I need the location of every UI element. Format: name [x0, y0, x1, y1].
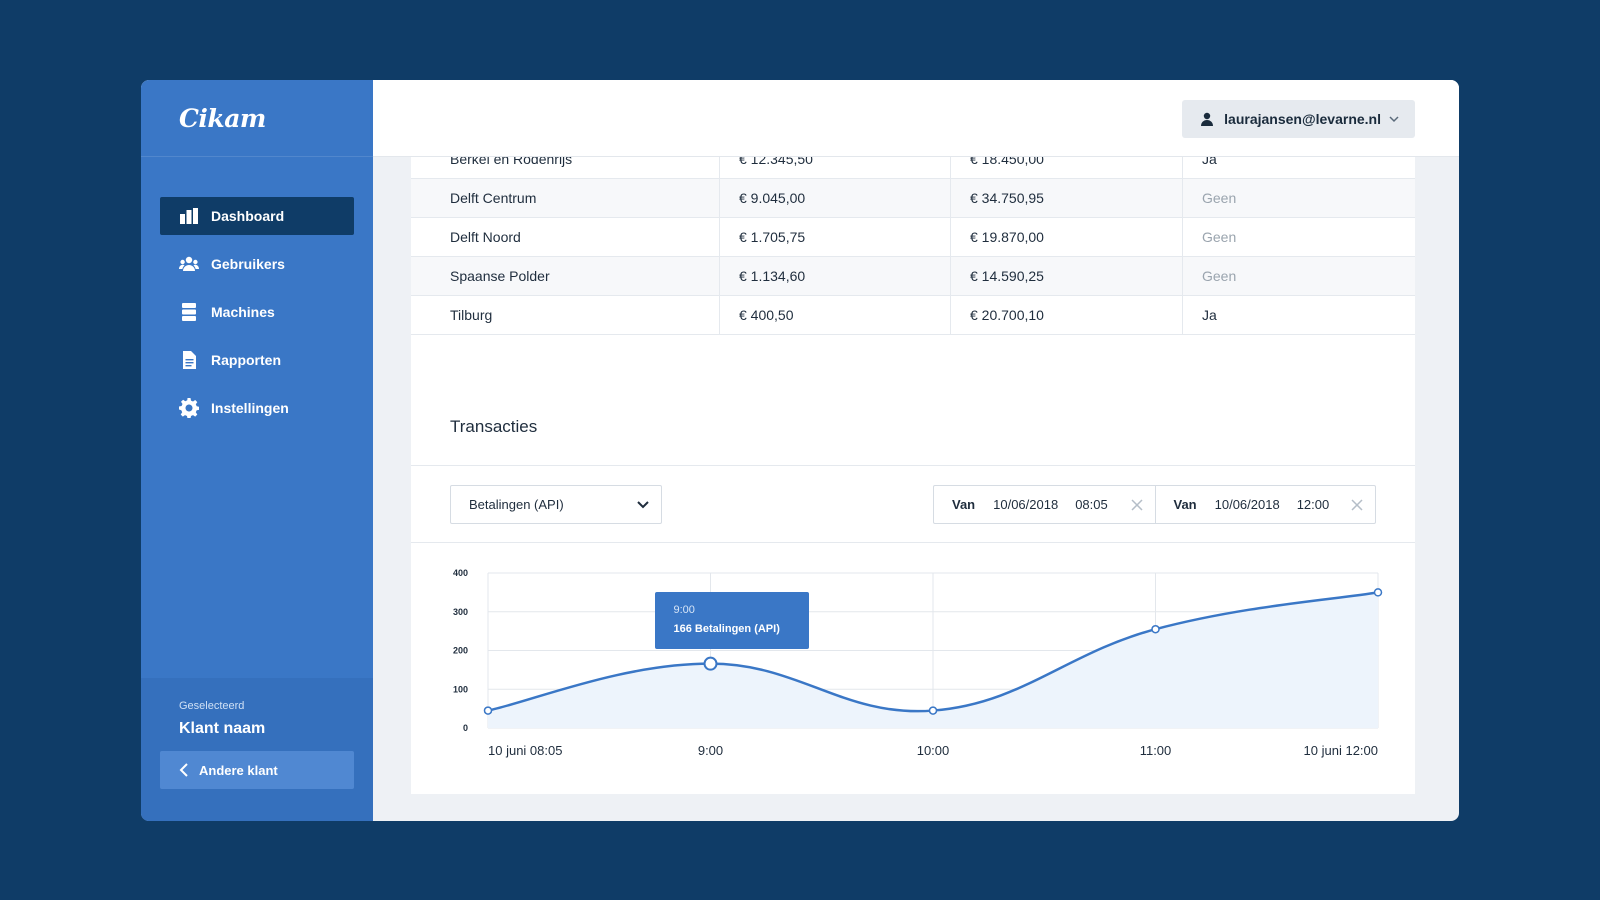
x-tick-label: 10:00	[917, 743, 950, 758]
table-row[interactable]: Delft Centrum € 9.045,00 € 34.750,95 Gee…	[411, 179, 1415, 218]
x-tick-label: 9:00	[698, 743, 723, 758]
table-cell: € 19.870,00	[951, 218, 1183, 256]
clear-to-icon[interactable]	[1351, 499, 1363, 511]
series-area	[488, 592, 1378, 728]
table-cell: Spaanse Polder	[411, 257, 720, 295]
table-cell: € 1.134,60	[720, 257, 951, 295]
x-tick-label: 11:00	[1140, 743, 1172, 758]
sidebar-item-label: Machines	[211, 304, 275, 320]
top-bar: laurajansen@levarne.nl	[373, 80, 1459, 157]
other-client-label: Andere klant	[199, 762, 278, 778]
sidebar-item-label: Instellingen	[211, 400, 289, 416]
logo-area: Cikam	[141, 80, 373, 157]
sidebar: Cikam Dashboard Gebruikers Machines	[141, 80, 373, 821]
chevron-left-icon	[179, 763, 188, 777]
series-select-value: Betalingen (API)	[469, 497, 564, 512]
other-client-button[interactable]: Andere klant	[160, 751, 354, 789]
date-from-field[interactable]: Van 10/06/2018 08:05	[934, 486, 1155, 523]
locations-table: Berkel en Rodenrijs € 12.345,50 € 18.450…	[411, 140, 1415, 449]
y-tick-label: 200	[453, 646, 468, 656]
transactions-card: Transacties Betalingen (API) Van 10/06/2…	[411, 389, 1415, 794]
y-tick-label: 300	[453, 607, 468, 617]
table-row[interactable]: Spaanse Polder € 1.134,60 € 14.590,25 Ge…	[411, 257, 1415, 296]
y-tick-label: 100	[453, 684, 468, 694]
card-title: Transacties	[411, 389, 1415, 466]
user-icon	[1201, 112, 1214, 126]
y-tick-label: 0	[463, 723, 468, 733]
date-range: Van 10/06/2018 08:05 Van 10/06/2018 12:0…	[933, 485, 1376, 524]
series-select[interactable]: Betalingen (API)	[450, 485, 662, 524]
sidebar-item-label: Dashboard	[211, 208, 285, 224]
table-cell: € 9.045,00	[720, 179, 951, 217]
client-name: Klant naam	[179, 720, 266, 737]
sidebar-item-machines[interactable]: Machines	[160, 293, 354, 331]
table-cell: Delft Noord	[411, 218, 720, 256]
transactions-chart[interactable]: 0 100 200 300 400 10 juni 08:05 9:00 10:00 11:00…	[411, 543, 1415, 794]
table-cell: Ja	[1202, 307, 1217, 323]
date-to-time: 12:00	[1296, 497, 1330, 512]
logo[interactable]: Cikam	[179, 103, 266, 133]
users-icon	[179, 254, 199, 274]
table-cell: € 20.700,10	[951, 296, 1183, 334]
selected-label: Geselecteerd	[179, 700, 245, 712]
sidebar-nav: Dashboard Gebruikers Machines Rapporten	[141, 197, 373, 427]
table-cell: Geen	[1202, 190, 1237, 206]
document-icon	[179, 350, 199, 370]
sidebar-item-gebruikers[interactable]: Gebruikers	[160, 245, 354, 283]
x-tick-label: 10 juni 12:00	[1304, 743, 1378, 758]
table-cell: Delft Centrum	[411, 179, 720, 217]
user-menu-button[interactable]: laurajansen@levarne.nl	[1182, 100, 1415, 138]
sidebar-item-rapporten[interactable]: Rapporten	[160, 341, 354, 379]
data-point	[1151, 624, 1160, 634]
date-to-label: Van	[1173, 497, 1197, 512]
chart-filters: Betalingen (API) Van 10/06/2018 08:05 Va…	[411, 466, 1415, 543]
clear-from-icon[interactable]	[1130, 499, 1143, 511]
table-cell: Geen	[1202, 229, 1237, 245]
date-from-time: 08:05	[1075, 497, 1108, 512]
user-email: laurajansen@levarne.nl	[1224, 111, 1381, 127]
client-selector: Geselecteerd Klant naam Andere klant	[141, 678, 373, 821]
server-icon	[179, 302, 199, 322]
y-tick-label: 400	[453, 568, 468, 578]
highlighted-point	[703, 656, 718, 671]
x-tick-label: 10 juni 08:05	[488, 743, 562, 758]
app-window: Cikam Dashboard Gebruikers Machines	[141, 80, 1459, 821]
table-cell: € 14.590,25	[951, 257, 1183, 295]
table-cell: Geen	[1202, 268, 1237, 284]
sidebar-item-dashboard[interactable]: Dashboard	[160, 197, 354, 235]
table-cell: € 1.705,75	[720, 218, 951, 256]
date-from-label: Van	[952, 497, 976, 512]
gear-icon	[179, 398, 199, 418]
table-row[interactable]: Tilburg € 400,50 € 20.700,10 Ja	[411, 296, 1415, 335]
table-cell: Tilburg	[411, 296, 720, 334]
data-point	[1373, 588, 1383, 597]
date-to-field[interactable]: Van 10/06/2018 12:00	[1154, 486, 1376, 523]
bar-chart-icon	[179, 206, 199, 226]
chevron-down-icon	[1389, 115, 1399, 122]
data-point	[928, 706, 938, 715]
sidebar-item-label: Rapporten	[211, 352, 281, 368]
table-row[interactable]: Delft Noord € 1.705,75 € 19.870,00 Geen	[411, 218, 1415, 257]
table-cell: € 400,50	[720, 296, 951, 334]
sidebar-item-instellingen[interactable]: Instellingen	[160, 389, 354, 427]
chart-svg: 0 100 200 300 400 10 juni 08:05 9:00 10:00 11:00…	[453, 568, 1383, 758]
main-content: laurajansen@levarne.nl Berkel en Rodenri…	[373, 80, 1459, 821]
chevron-down-icon	[637, 501, 649, 509]
date-from-date: 10/06/2018	[993, 497, 1059, 512]
data-point	[483, 706, 493, 715]
date-to-date: 10/06/2018	[1214, 497, 1280, 512]
sidebar-item-label: Gebruikers	[211, 256, 285, 272]
table-cell: € 34.750,95	[951, 179, 1183, 217]
